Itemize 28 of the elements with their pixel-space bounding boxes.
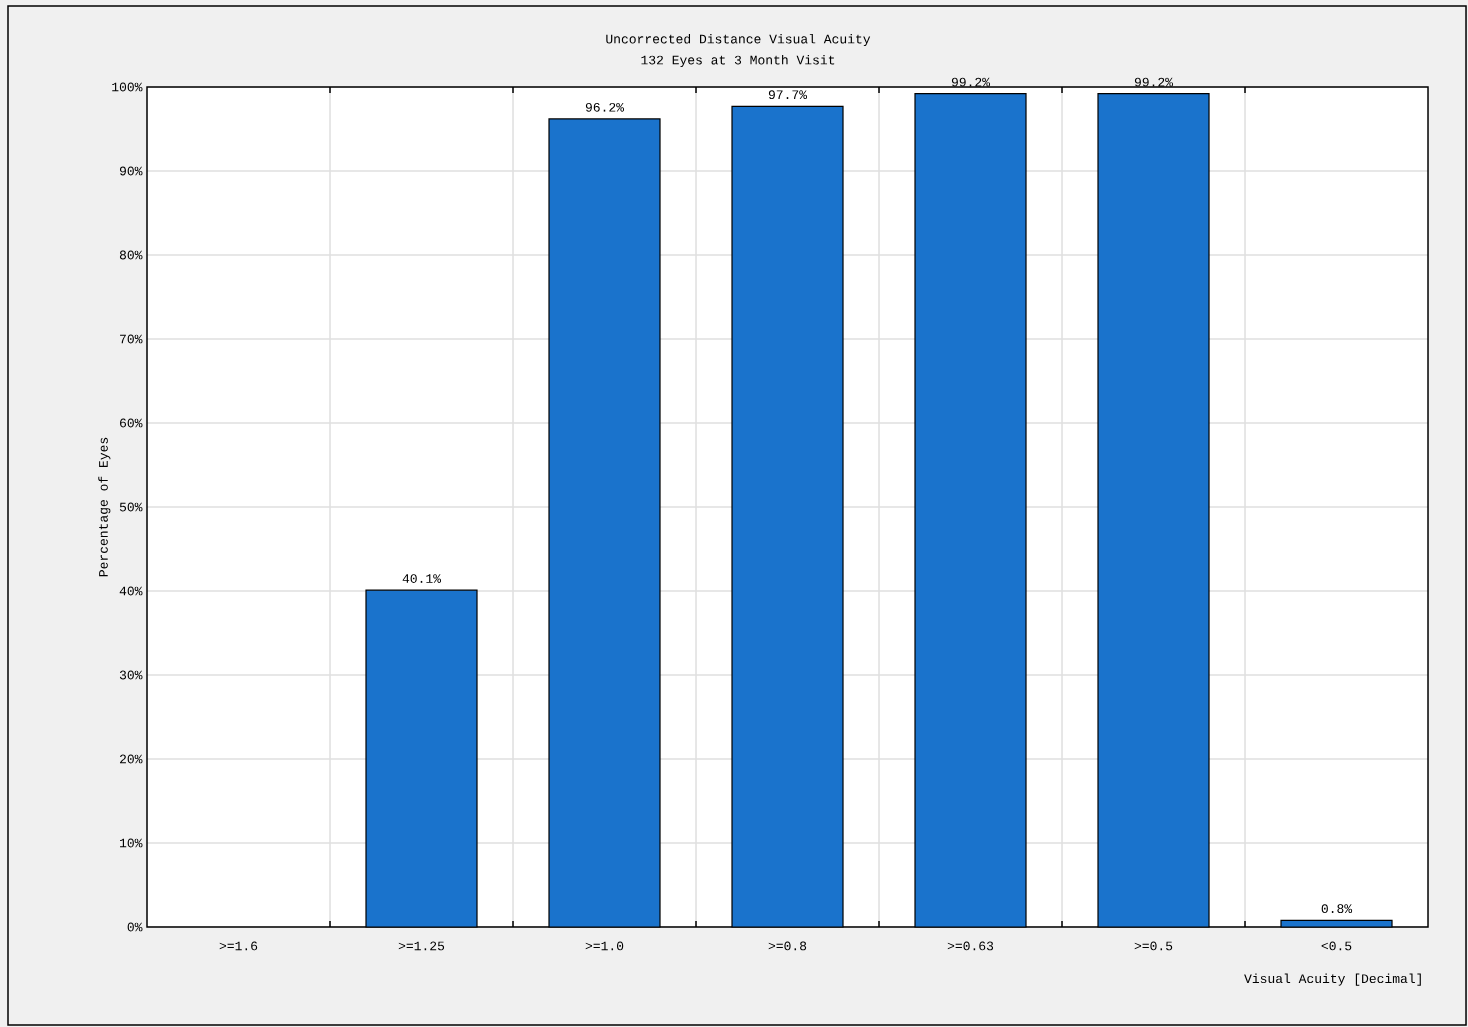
y-tick-label: 50% — [119, 502, 143, 512]
data-label: 99.2% — [951, 77, 991, 87]
y-tick-label: 90% — [119, 166, 143, 176]
y-tick-label: 40% — [119, 586, 143, 596]
y-tick-label: 20% — [119, 754, 143, 764]
y-tick-label: 30% — [119, 670, 143, 680]
chart-subtitle: 132 Eyes at 3 Month Visit — [641, 54, 835, 68]
x-tick-label: >=1.25 — [398, 941, 445, 951]
x-axis-title: Visual Acuity [Decimal] — [1244, 973, 1421, 986]
data-label: 40.1% — [402, 574, 442, 583]
x-tick-label: >=0.8 — [768, 941, 807, 951]
data-label: 97.7% — [768, 90, 808, 100]
y-tick-label: 10% — [120, 838, 143, 848]
x-tick-label: >=0.5 — [1134, 941, 1173, 951]
data-label: 99.2% — [1134, 77, 1174, 87]
chart-title: Uncorrected Distance Visual Acuity — [606, 33, 871, 47]
y-tick-label: 60% — [120, 418, 143, 428]
data-label: 96.2% — [585, 102, 625, 112]
data-label: 0.8% — [1321, 904, 1353, 914]
x-tick-label: >=1.6 — [219, 941, 258, 951]
y-tick-label: 70% — [120, 334, 143, 344]
y-tick-label: 100% — [112, 82, 143, 92]
x-tick-label: >=1.0 — [585, 941, 624, 951]
x-tick-label: <0.5 — [1321, 941, 1352, 951]
y-axis-title: Percentage of Eyes — [98, 437, 111, 577]
y-tick-label: 80% — [119, 250, 143, 260]
x-tick-label: >=0.63 — [947, 941, 994, 951]
y-tick-label: 0% — [127, 922, 143, 932]
